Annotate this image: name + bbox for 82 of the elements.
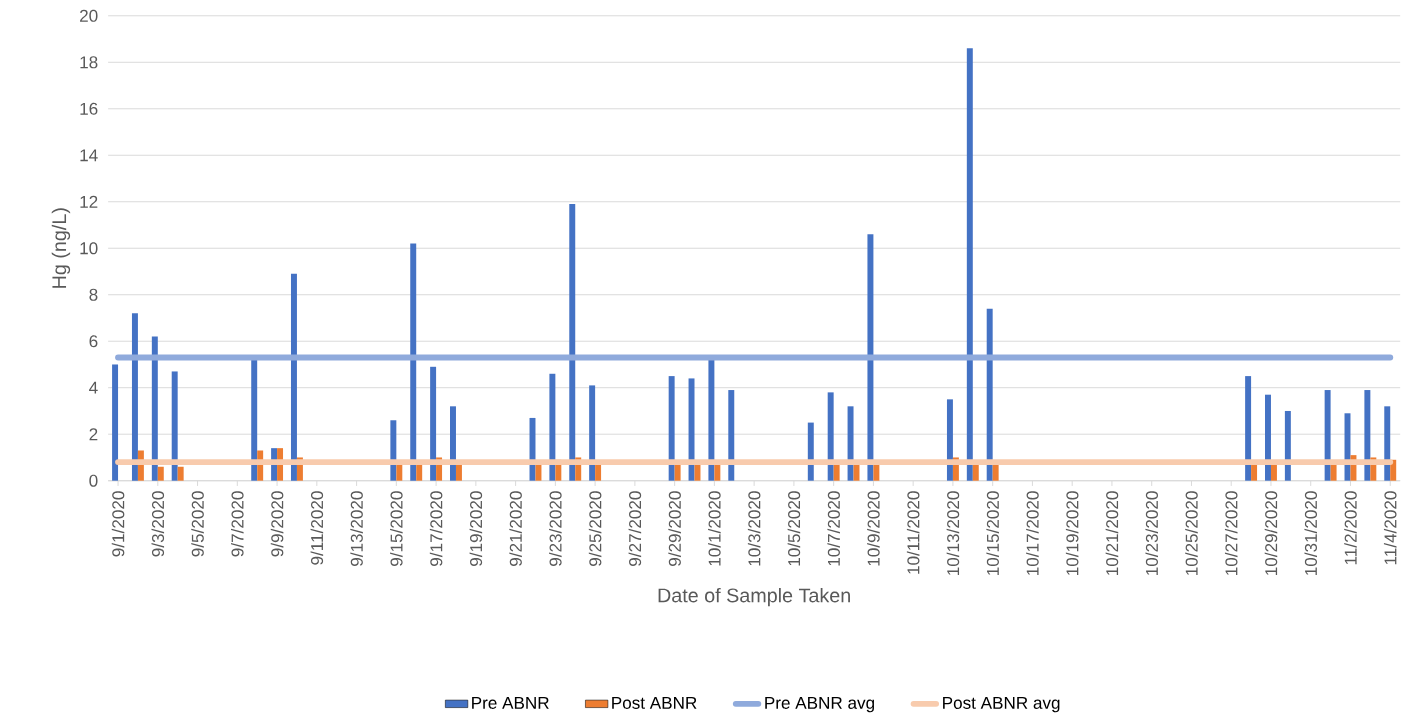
y-tick-label: 14: [80, 149, 98, 162]
y-tick-label: 6: [89, 335, 98, 348]
bar: [827, 392, 834, 481]
y-tick-label: 10: [80, 242, 98, 255]
bar: [708, 360, 715, 481]
bar: [290, 274, 297, 481]
bar: [668, 376, 675, 481]
y-tick-label: 18: [80, 56, 98, 69]
bar: [1324, 390, 1331, 481]
legend-label: Post ABNR: [612, 697, 697, 710]
x-tick-label: 9/13/2020: [350, 491, 363, 567]
x-tick-label: 9/19/2020: [469, 491, 483, 567]
x-tick-label: 9/21/2020: [509, 491, 522, 567]
x-tick-label: 9/1/2020: [111, 491, 125, 557]
bar: [589, 385, 596, 481]
x-axis-title: Date of Sample Taken: [658, 588, 850, 607]
x-tick-label: 10/1/2020: [708, 491, 721, 566]
x-tick-label: 10/27/2020: [1224, 491, 1238, 576]
bar: [807, 422, 814, 481]
x-tick-label: 10/19/2020: [1065, 491, 1079, 576]
y-tick-label: 2: [89, 428, 98, 441]
legend-label: Pre ABNR: [472, 697, 549, 710]
x-tick-label: 9/25/2020: [588, 491, 602, 567]
bar: [450, 406, 456, 481]
x-tick-label: 10/15/2020: [986, 491, 999, 576]
x-tick-label: 10/21/2020: [1105, 491, 1119, 576]
legend-label: Pre ABNR avg: [765, 697, 875, 713]
y-tick-label: 12: [80, 195, 98, 208]
bar: [867, 234, 874, 481]
x-tick-label: 10/31/2020: [1304, 491, 1317, 576]
x-tick-label: 10/13/2020: [946, 491, 960, 576]
y-tick-label: 0: [89, 474, 98, 487]
bar: [549, 373, 556, 481]
x-tick-label: 9/23/2020: [549, 491, 562, 567]
x-tick-label: 9/17/2020: [429, 491, 443, 567]
bar: [157, 466, 164, 481]
bar: [390, 420, 397, 481]
y-tick-label: 4: [89, 382, 98, 394]
y-tick-label: 20: [80, 9, 98, 23]
x-tick-label: 9/9/2020: [270, 491, 284, 557]
bar: [986, 308, 993, 481]
x-tick-label: 10/9/2020: [867, 491, 880, 566]
bar: [569, 204, 576, 481]
legend-label: Post ABNR avg: [943, 697, 1060, 713]
x-tick-label: 10/23/2020: [1145, 491, 1158, 576]
bar: [171, 371, 178, 481]
bar: [112, 364, 119, 481]
x-tick-label: 9/7/2020: [231, 491, 244, 557]
x-tick-label: 10/29/2020: [1264, 491, 1278, 576]
x-tick-label: 11/2/2020: [1344, 491, 1357, 565]
x-tick-label: 9/29/2020: [668, 491, 681, 567]
x-tick-label: 10/25/2020: [1185, 491, 1198, 576]
bar: [1284, 411, 1291, 481]
x-tick-label: 9/3/2020: [151, 491, 165, 557]
x-tick-label: 11/4/2020: [1383, 491, 1397, 565]
y-axis-title: Hg (ng/L): [51, 208, 71, 288]
bar: [430, 367, 437, 481]
bar: [410, 243, 417, 481]
x-tick-label: 9/11/2020: [310, 491, 324, 565]
bar: [131, 313, 138, 481]
y-tick-label: 8: [89, 288, 98, 301]
x-tick-label: 10/5/2020: [787, 491, 801, 566]
bar: [1384, 406, 1391, 481]
x-tick-label: 9/27/2020: [628, 491, 642, 567]
bar: [688, 378, 695, 481]
x-tick-label: 9/5/2020: [191, 491, 204, 557]
bar: [946, 399, 953, 481]
x-tick-label: 10/7/2020: [827, 491, 840, 566]
x-tick-label: 10/3/2020: [747, 491, 761, 566]
bar: [177, 466, 184, 481]
bar: [966, 48, 973, 481]
bar: [1364, 390, 1371, 481]
x-tick-label: 9/15/2020: [390, 491, 403, 567]
bar: [151, 336, 158, 481]
y-tick-label: 16: [80, 102, 98, 116]
bar: [1245, 376, 1252, 481]
x-tick-label: 10/17/2020: [1026, 491, 1039, 576]
bar: [728, 390, 735, 481]
x-tick-label: 10/11/2020: [906, 491, 920, 574]
bar: [1265, 394, 1271, 481]
bar: [847, 406, 854, 481]
bar: [251, 360, 258, 481]
